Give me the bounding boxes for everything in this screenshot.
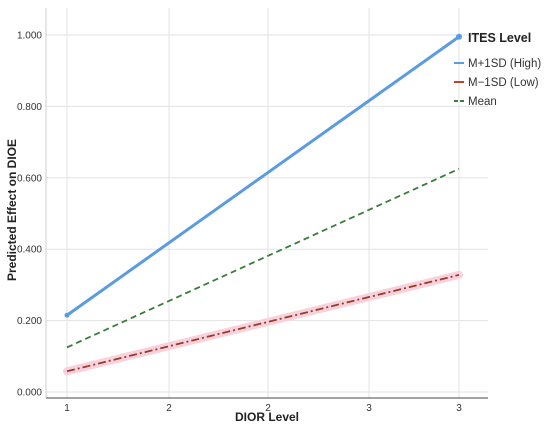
series-line-mean	[66, 168, 460, 349]
x-tick-labels: 1 2 2 3 3	[64, 403, 462, 414]
y-tick-label: 0.400	[17, 245, 42, 256]
x-tick-label: 3	[456, 403, 462, 414]
legend-item-high: M+1SD (High)	[454, 58, 541, 70]
y-tick-labels: 0.000 0.200 0.400 0.600 0.800 1.000	[17, 31, 42, 399]
legend-item-mean: Mean	[454, 96, 497, 108]
y-tick-label: 0.200	[17, 316, 42, 327]
x-tick-label: 1	[64, 403, 70, 414]
axes	[45, 8, 488, 399]
gridlines	[46, 8, 488, 398]
legend: ITES Level M+1SD (High) M−1SD (Low) Mean	[454, 31, 541, 108]
y-tick-label: 0.000	[17, 388, 42, 399]
y-tick-label: 0.800	[17, 102, 42, 113]
data-point	[456, 33, 462, 40]
y-tick-label: 1.000	[17, 31, 42, 42]
legend-title: ITES Level	[468, 31, 531, 45]
x-tick-label: 2	[166, 403, 172, 414]
x-axis-title: DIOR Level	[235, 410, 299, 424]
legend-label-low: M−1SD (Low)	[468, 77, 539, 89]
x-tick-label: 2	[265, 403, 271, 414]
legend-item-low: M−1SD (Low)	[454, 77, 539, 89]
series-lines	[63, 33, 463, 376]
x-tick-label: 3	[366, 403, 372, 414]
legend-label-high: M+1SD (High)	[468, 58, 541, 70]
legend-label-mean: Mean	[468, 96, 497, 108]
y-tick-label: 0.600	[17, 173, 42, 184]
y-axis-title: Predicted Effect on DIOE	[5, 139, 19, 281]
series-line-high	[65, 35, 461, 317]
data-point	[64, 312, 70, 318]
series-line-low	[66, 274, 460, 373]
